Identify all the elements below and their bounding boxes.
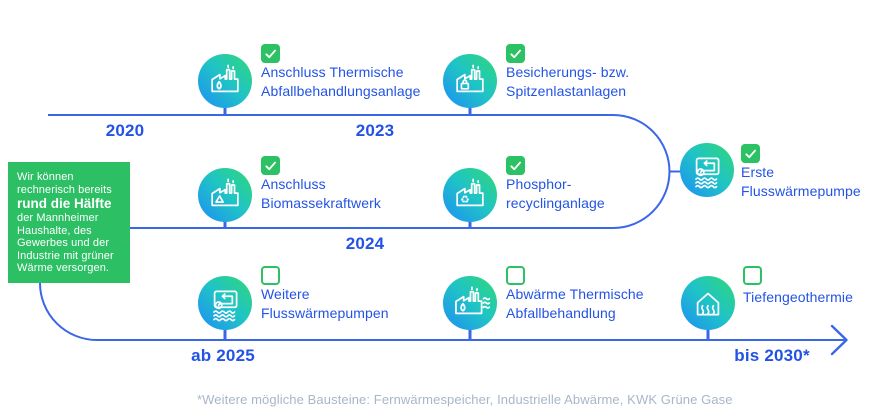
callout-box: Wir können rechnerisch bereits rund die …: [8, 162, 130, 283]
footnote: *Weitere mögliche Bausteine: Fernwärmesp…: [197, 392, 733, 407]
milestone-label-biomasse: Anschluss Biomassekraftwerk: [261, 176, 381, 211]
waste-heat-plant-icon: [443, 276, 497, 330]
recycle-icon: ♻: [460, 195, 469, 206]
milestone-label-phosphor: Phosphor-recyclinganlage: [506, 176, 605, 211]
checkbox-weitere-flusswaermepumpen[interactable]: [261, 266, 280, 285]
river-heat-pump-icon: [680, 143, 734, 197]
year-ab-2025: ab 2025: [191, 346, 255, 365]
checkbox-thermische-abfallbehandlung[interactable]: [261, 44, 280, 63]
checkbox-biomasse[interactable]: [261, 156, 280, 175]
check-icon: [265, 49, 276, 59]
check-icon: [510, 161, 521, 171]
checkbox-erste-flusswaermepumpe[interactable]: [741, 144, 760, 163]
milestone-label-weitere-flusswaermepumpen: Weitere Flusswärmepumpen: [261, 286, 389, 321]
milestone-label-erste-flusswaermepumpe: Erste Flusswärmepumpe: [741, 164, 861, 199]
milestone-label-thermische: Anschluss Thermische Abfallbehandlungsanl…: [261, 64, 421, 99]
year-2023: 2023: [355, 121, 395, 140]
phosphorus-recycling-plant-icon: ♻: [443, 168, 497, 222]
deep-geothermal-house-icon: [681, 276, 735, 330]
callout-highlight: rund die Hälfte: [17, 196, 112, 211]
checkbox-phosphor[interactable]: [506, 156, 525, 175]
checkbox-abwaerme[interactable]: [506, 266, 525, 285]
backup-peak-load-plant-icon: [443, 54, 497, 108]
year-2020: 2020: [105, 121, 145, 140]
river-heat-pump-icon: [198, 276, 252, 330]
year-2024: 2024: [345, 234, 385, 253]
waste-incineration-plant-icon: [198, 54, 252, 108]
milestone-label-tiefengeothermie: Tiefengeothermie: [743, 289, 854, 305]
milestone-label-besicherung: Besicherungs- bzw. Spitzenlastanlagen: [506, 64, 630, 99]
check-icon: [510, 49, 521, 59]
check-icon: [745, 149, 756, 159]
year-bis-2030: bis 2030*: [734, 346, 810, 365]
milestone-label-abwaerme: Abwärme Thermische Abfallbehandlung: [506, 286, 644, 321]
callout-body: der Mannheimer Haushalte, des Gewerbes u…: [17, 212, 114, 274]
biomass-power-plant-icon: [198, 168, 252, 222]
checkbox-besicherung[interactable]: [506, 44, 525, 63]
arrowhead-icon: [830, 324, 848, 356]
checkbox-tiefengeothermie[interactable]: [743, 266, 762, 285]
check-icon: [265, 161, 276, 171]
callout-intro: Wir können rechnerisch bereits: [17, 171, 112, 196]
